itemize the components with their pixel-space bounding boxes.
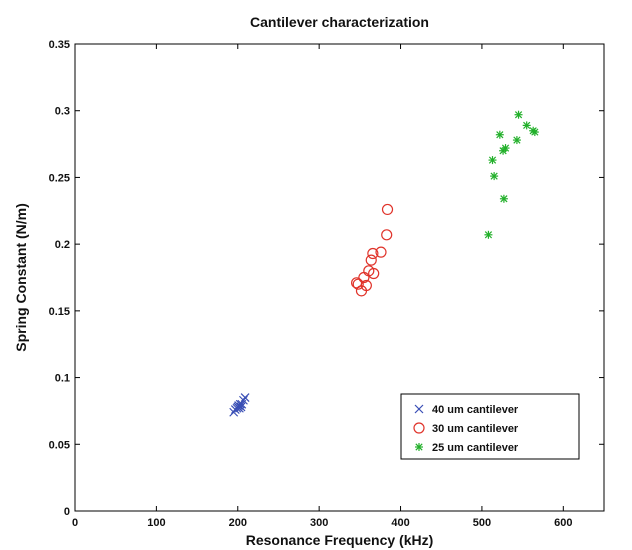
- data-point: [236, 402, 246, 412]
- data-point: [375, 246, 387, 258]
- legend-marker: [413, 422, 425, 434]
- y-tick-label: 0.35: [49, 39, 70, 51]
- data-point: [499, 194, 508, 203]
- data-point: [488, 156, 497, 165]
- data-point: [239, 395, 248, 405]
- data-point: [365, 254, 377, 266]
- x-tick-label: 600: [554, 517, 572, 529]
- y-tick-label: 0: [64, 506, 70, 518]
- x-tick-label: 200: [229, 517, 247, 529]
- y-tick-label: 0.3: [55, 106, 70, 118]
- data-points: [229, 110, 539, 417]
- x-tick-label: 100: [147, 517, 165, 529]
- data-point: [522, 121, 531, 130]
- data-point: [512, 136, 521, 145]
- x-tick-label: 500: [473, 517, 491, 529]
- legend-item: 25 um cantilever: [415, 442, 519, 454]
- y-axis-label: Spring Constant (N/m): [13, 203, 29, 352]
- x-tick-label: 300: [310, 517, 328, 529]
- x-axis-ticks: 0 100 200 300 400 500 600: [72, 44, 572, 529]
- legend-item: 30 um cantilever: [413, 422, 519, 435]
- data-point: [360, 279, 372, 292]
- legend-item: 40 um cantilever: [414, 404, 519, 416]
- data-point: [514, 110, 523, 119]
- data-point: [490, 172, 499, 181]
- data-point: [381, 229, 393, 241]
- y-tick-label: 0.15: [49, 306, 70, 318]
- chart-title: Cantilever characterization: [250, 14, 429, 30]
- data-point: [495, 130, 504, 139]
- data-point: [530, 128, 539, 137]
- legend-label: 30 um cantilever: [432, 423, 519, 435]
- legend-box: [400, 393, 580, 460]
- x-tick-label: 400: [391, 517, 409, 529]
- data-point: [484, 230, 493, 239]
- data-point: [368, 267, 380, 280]
- data-point: [501, 144, 510, 153]
- data-point: [352, 278, 364, 290]
- data-point: [367, 247, 379, 260]
- legend-label: 40 um cantilever: [432, 404, 519, 416]
- x-tick-label: 0: [72, 517, 78, 529]
- y-axis-ticks: 0 0.05 0.1 0.15 0.2 0.25 0.3 0.35: [49, 39, 604, 518]
- legend: 40 um cantilever 30 um cantilever 25 um ca…: [400, 393, 580, 460]
- legend-marker: [415, 443, 423, 451]
- y-tick-label: 0.1: [55, 373, 70, 385]
- data-point: [240, 393, 250, 403]
- y-tick-label: 0.2: [55, 239, 70, 251]
- y-tick-label: 0.05: [49, 439, 70, 451]
- y-tick-label: 0.25: [49, 172, 70, 184]
- data-point: [381, 203, 394, 216]
- legend-marker: [414, 404, 424, 414]
- legend-label: 25 um cantilever: [432, 442, 519, 454]
- x-axis-label: Resonance Frequency (kHz): [246, 532, 434, 548]
